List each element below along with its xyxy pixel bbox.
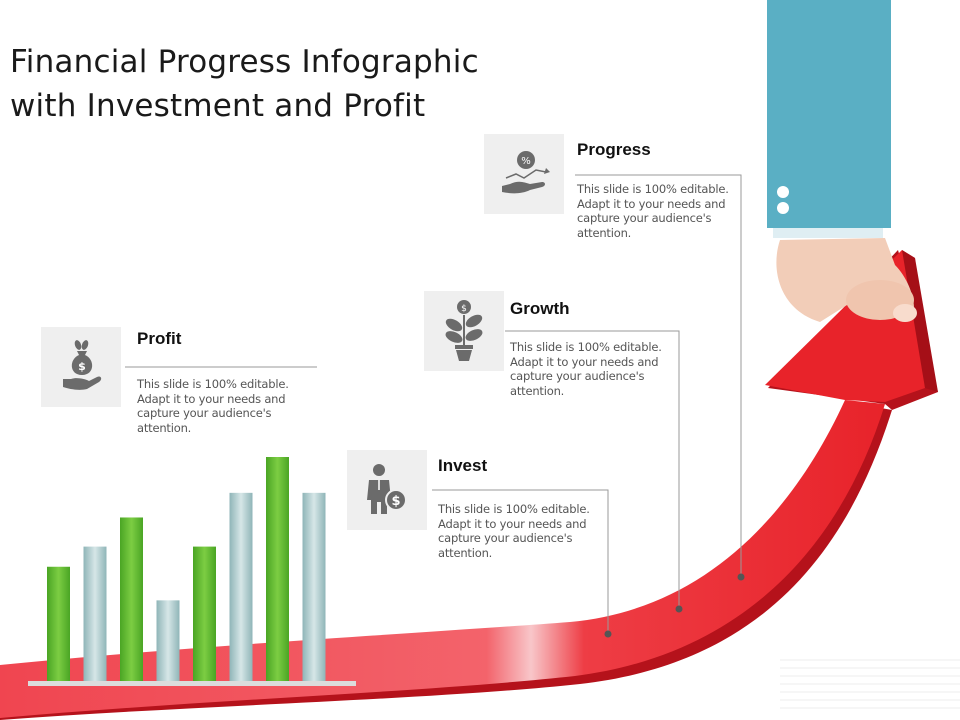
growth-description: This slide is 100% editable. Adapt it to…	[510, 340, 662, 398]
plant-dollar-icon: $	[445, 300, 483, 361]
bar-baseline	[28, 681, 356, 686]
progress-description: This slide is 100% editable. Adapt it to…	[577, 182, 729, 240]
progress-icon-box: %	[484, 134, 564, 214]
cuff-button	[777, 202, 789, 214]
sleeve	[767, 0, 891, 238]
bar-6	[229, 492, 253, 681]
page-title: Financial Progress Infographic with Inve…	[10, 40, 480, 128]
hand-percent-growth-icon: %	[502, 151, 550, 194]
svg-text:$: $	[391, 494, 400, 509]
progress-dot	[737, 573, 745, 581]
invest-heading: Invest	[438, 456, 488, 475]
title-line-2: with Investment and Profit	[10, 88, 426, 124]
connector-dots	[604, 573, 745, 638]
invest-dot	[604, 630, 612, 638]
background-stripes	[780, 659, 960, 709]
progress-connector	[575, 174, 742, 577]
invest-connector	[432, 489, 609, 634]
title-line-1: Financial Progress Infographic	[10, 44, 479, 80]
profit-description: This slide is 100% editable. Adapt it to…	[137, 377, 289, 435]
svg-text:$: $	[461, 304, 467, 314]
bar-2	[83, 546, 107, 681]
growth-connector	[505, 330, 680, 609]
cuff-button	[777, 186, 789, 198]
profit-icon-box: $	[41, 327, 121, 407]
svg-text:%: %	[521, 156, 531, 167]
bar-5	[193, 546, 216, 681]
growth-icon-box: $	[424, 291, 504, 371]
bar-1	[47, 566, 70, 681]
invest-icon-box: $	[347, 450, 427, 530]
bar-4	[156, 600, 180, 681]
bar-3	[120, 517, 143, 681]
connectors	[125, 174, 742, 634]
profit-heading: Profit	[137, 329, 182, 348]
growth-heading: Growth	[510, 299, 570, 318]
bar-7	[266, 457, 289, 681]
progress-heading: Progress	[577, 140, 651, 159]
bar-8	[302, 492, 326, 681]
invest-description: This slide is 100% editable. Adapt it to…	[438, 502, 590, 560]
svg-text:$: $	[78, 360, 86, 373]
businessman-coin-icon: $	[367, 464, 407, 514]
growth-dot	[675, 605, 683, 613]
hand-moneybag-icon: $	[63, 340, 102, 390]
bar-group	[47, 457, 326, 681]
hand	[776, 238, 917, 322]
